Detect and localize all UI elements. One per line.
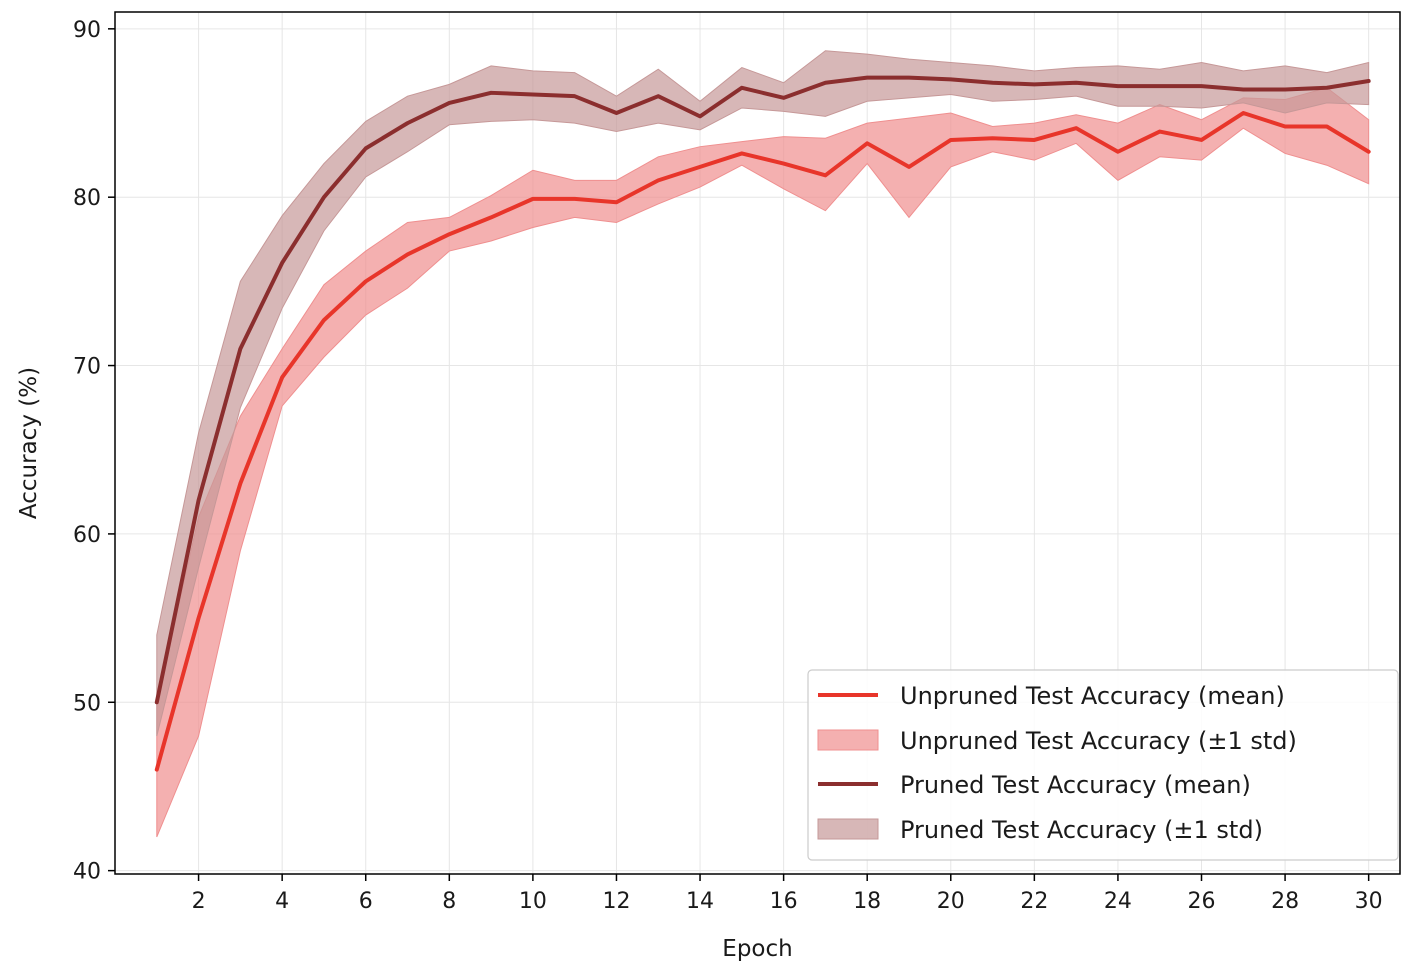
x-tick-label: 10: [519, 889, 547, 914]
x-tick-label: 22: [1020, 889, 1048, 914]
pruned-std-band: [156, 50, 1370, 737]
legend-label-unpruned-mean: Unpruned Test Accuracy (mean): [900, 682, 1285, 710]
y-tick-label: 60: [73, 523, 101, 548]
y-tick-label: 50: [73, 691, 101, 716]
x-tick-label: 28: [1271, 889, 1299, 914]
x-tick-label: 18: [853, 889, 881, 914]
legend-label-pruned-std: Pruned Test Accuracy (±1 std): [900, 816, 1263, 844]
legend-label-unpruned-std: Unpruned Test Accuracy (±1 std): [900, 727, 1297, 755]
x-tick-label: 24: [1104, 889, 1132, 914]
y-tick-label: 70: [73, 355, 101, 380]
x-tick-label: 2: [192, 889, 206, 914]
mean-lines: [154, 75, 1371, 772]
x-tick-label: 6: [359, 889, 373, 914]
legend-box: [807, 669, 1399, 861]
x-tick-label: 4: [275, 889, 289, 914]
y-tick-label: 90: [73, 18, 101, 43]
unpruned-mean-line: [154, 111, 1371, 772]
legend-swatch-pruned-std: [817, 818, 879, 840]
x-tick-label: 26: [1188, 889, 1216, 914]
plot-frame: [114, 11, 1401, 875]
unpruned-std-band: [156, 87, 1370, 838]
std-bands: [156, 50, 1370, 838]
x-tick-label: 14: [686, 889, 714, 914]
x-tick-label: 20: [937, 889, 965, 914]
y-tick-label: 40: [73, 860, 101, 885]
legend: Unpruned Test Accuracy (mean) Unpruned T…: [807, 669, 1399, 861]
x-tick-label: 16: [770, 889, 798, 914]
x-axis-label: Epoch: [722, 936, 792, 962]
pruned-mean-line: [154, 75, 1371, 705]
y-axis-label: Accuracy (%): [16, 367, 42, 519]
legend-label-pruned-mean: Pruned Test Accuracy (mean): [900, 771, 1251, 799]
legend-swatch-unpruned-std: [817, 729, 879, 751]
y-tick-label: 80: [73, 186, 101, 211]
x-tick-label: 12: [602, 889, 630, 914]
x-tick-label: 30: [1355, 889, 1383, 914]
x-tick-label: 8: [442, 889, 456, 914]
